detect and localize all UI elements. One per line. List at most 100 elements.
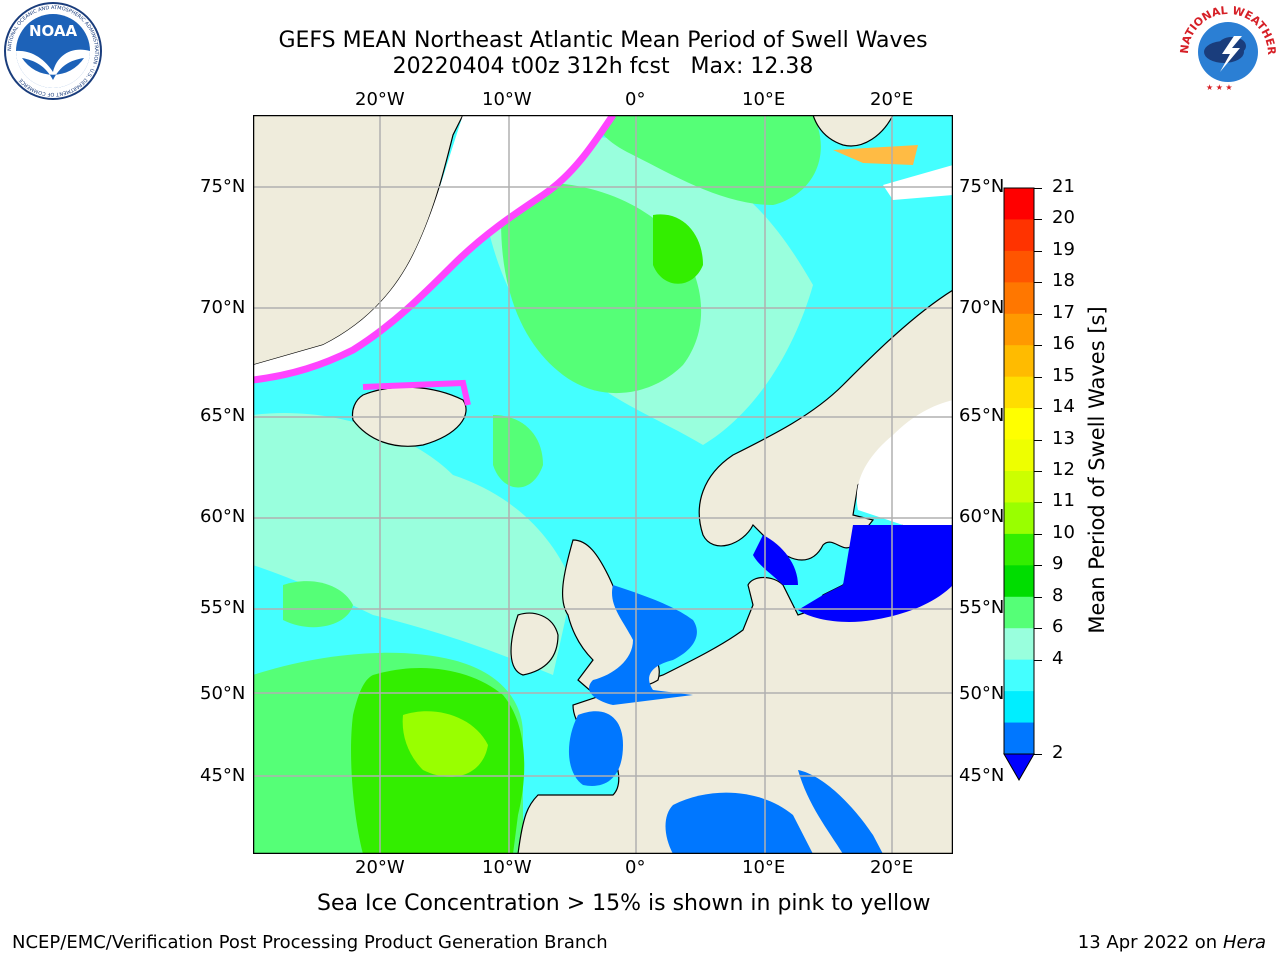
lon-label-top: 20°E: [870, 89, 914, 110]
lon-label-bottom: 10°E: [742, 857, 786, 878]
sea-ice-greenland: [253, 115, 613, 380]
colorbar-segment: [1004, 502, 1034, 535]
chart-subtitle: 20220404 t00z 312h fcst Max: 12.38: [392, 54, 814, 79]
colorbar-tick-label: 16: [1052, 333, 1075, 355]
lat-label-right: 45°N: [959, 765, 1005, 786]
mediterranean: [665, 792, 813, 854]
lon-label-top: 20°W: [355, 89, 405, 110]
colorbar-tick: [1034, 533, 1042, 535]
noaa-logo-text: NOAA: [29, 22, 78, 40]
land-scandinavia: [698, 289, 953, 561]
lon-label-top: 0°: [625, 89, 646, 110]
colorbar-tick-label: 20: [1052, 207, 1075, 229]
colorbar-tick: [1034, 754, 1042, 755]
sea-ice-caption: Sea Ice Concentration > 15% is shown in …: [317, 891, 931, 916]
colorbar-tick-label: 21: [1052, 176, 1075, 197]
colorbar-tick-label: 10: [1052, 521, 1075, 543]
swell-period-map: [253, 115, 953, 854]
colorbar-tick: [1034, 439, 1042, 441]
graticule: [253, 115, 953, 854]
colorbar: [1003, 187, 1035, 782]
swell-field-green: [283, 581, 353, 628]
lat-label-right: 60°N: [959, 506, 1005, 527]
colorbar-tick-label: 6: [1052, 616, 1064, 638]
lon-label-top: 10°W: [482, 89, 532, 110]
map-frame: [253, 115, 953, 854]
colorbar-tick: [1034, 376, 1042, 378]
colorbar-tick-label: 18: [1052, 270, 1075, 292]
colorbar-tick: [1034, 596, 1042, 598]
colorbar-tick: [1034, 471, 1042, 472]
colorbar-tick-label: 8: [1052, 584, 1064, 606]
land-ireland: [510, 612, 559, 676]
colorbar-segment: [1004, 282, 1034, 315]
lat-label-right: 70°N: [959, 297, 1005, 318]
swell-field-bright-green: [653, 214, 703, 284]
colorbar-segment: [1004, 313, 1034, 346]
colorbar-segment: [1004, 439, 1034, 472]
colorbar-tick: [1034, 250, 1042, 252]
lat-label-right: 55°N: [959, 597, 1005, 618]
colorbar-tick-label: 2: [1052, 742, 1064, 763]
swell-field-bright-green: [402, 711, 488, 777]
colorbar-segment: [1004, 691, 1034, 724]
swell-field-green: [493, 415, 543, 488]
colorbar-tick-label: 9: [1052, 553, 1064, 575]
lat-label-left: 75°N: [200, 176, 246, 197]
colorbar-tick: [1034, 502, 1042, 504]
colorbar-segment: [1004, 219, 1034, 252]
colorbar-tick: [1034, 345, 1042, 347]
lon-label-bottom: 10°W: [482, 857, 532, 878]
swell-field-green: [501, 182, 702, 394]
colorbar-segment: [1004, 596, 1034, 629]
bay-of-biscay: [568, 711, 623, 786]
swell-field-green: [593, 115, 821, 205]
colorbar-tick: [1034, 565, 1042, 567]
north-sea-shallow: [589, 585, 697, 705]
colorbar-tick-label: 14: [1052, 396, 1075, 418]
sea-ice-barents: [883, 165, 953, 200]
colorbar-segment: [1004, 533, 1034, 566]
lat-label-left: 65°N: [200, 405, 246, 426]
colorbar-tick-label: 17: [1052, 301, 1075, 323]
lat-label-left: 50°N: [200, 683, 246, 704]
lon-label-top: 10°E: [742, 89, 786, 110]
colorbar-segment: [1004, 471, 1034, 503]
colorbar-tick: [1034, 219, 1042, 221]
colorbar-tick-label: 19: [1052, 238, 1075, 260]
svg-text:★ ★ ★: ★ ★ ★: [1206, 83, 1233, 92]
ice-free-gulf: [856, 400, 953, 525]
footer-date: 13 Apr 2022 on: [1077, 932, 1223, 953]
noaa-logo: NOAA NATIONAL OCEANIC AND ATMOSPHERIC AD…: [4, 2, 102, 100]
lat-label-left: 45°N: [200, 765, 246, 786]
baltic-sea: [798, 525, 953, 622]
land-svalbard: [812, 115, 894, 147]
colorbar-tick: [1034, 188, 1042, 189]
chart-title: GEFS MEAN Northeast Atlantic Mean Period…: [278, 28, 928, 53]
lat-label-left: 60°N: [200, 506, 246, 527]
colorbar-tick-label: 12: [1052, 459, 1075, 480]
sea-ice-edge: [253, 115, 616, 384]
sea-ice-edge-iceland: [362, 379, 471, 406]
adriatic: [798, 770, 883, 854]
footer-host: Hera: [1222, 932, 1266, 953]
colorbar-segment: [1004, 376, 1034, 409]
colorbar-extend-arrow: [1003, 753, 1035, 782]
colorbar-segment: [1004, 345, 1034, 378]
colorbar-tick: [1034, 659, 1042, 661]
lat-label-right: 75°N: [959, 176, 1005, 197]
colorbar-segment: [1004, 188, 1034, 220]
nws-logo: NATIONAL WEATHER SERVICE ★ ★ ★: [1176, 0, 1278, 96]
colorbar-segment: [1004, 628, 1034, 661]
lat-label-left: 55°N: [200, 597, 246, 618]
colorbar-label: Mean Period of Swell Waves [s]: [1085, 306, 1109, 634]
colorbar-segment: [1004, 565, 1034, 598]
footer-right: 13 Apr 2022 on Hera: [1078, 932, 1266, 953]
colorbar-tick-label: 11: [1052, 490, 1075, 512]
colorbar-segment: [1004, 408, 1034, 441]
lon-label-bottom: 0°: [625, 857, 646, 878]
lon-label-bottom: 20°W: [355, 857, 405, 878]
colorbar-segment: [1004, 722, 1034, 755]
colorbar-segment: [1004, 250, 1034, 283]
colorbar-tick: [1034, 313, 1042, 315]
